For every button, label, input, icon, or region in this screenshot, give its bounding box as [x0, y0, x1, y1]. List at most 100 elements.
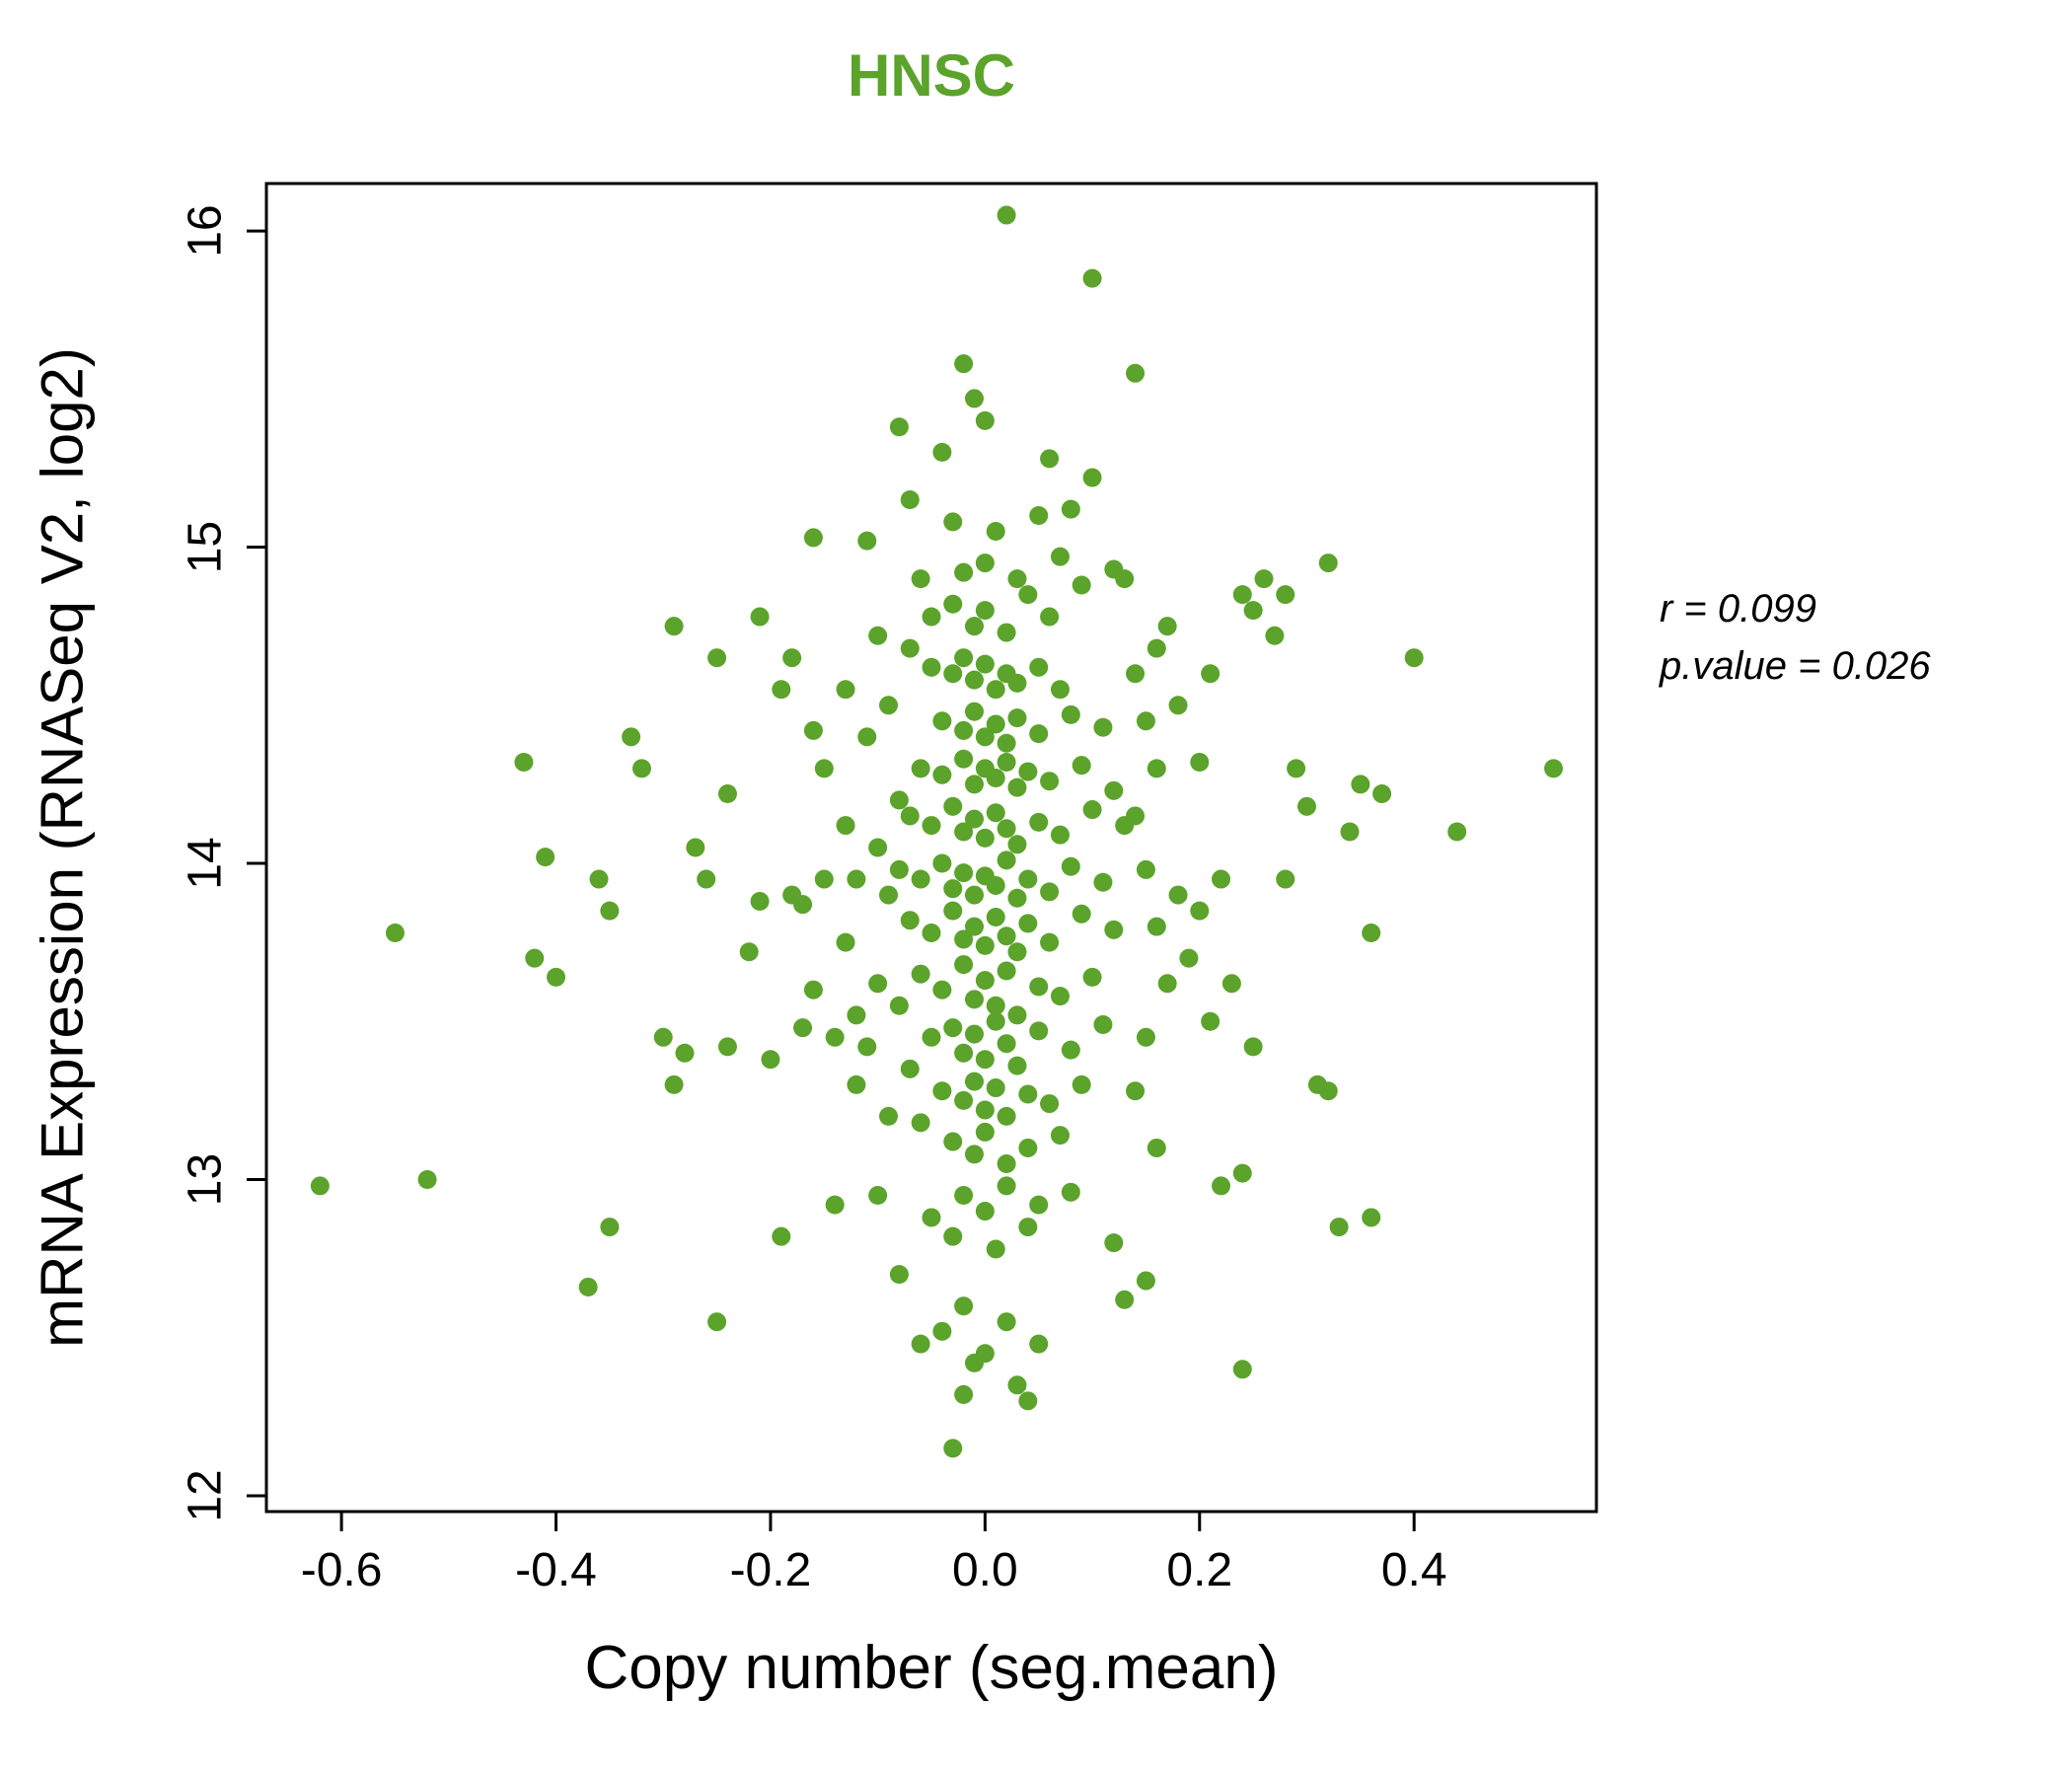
data-point	[1007, 673, 1027, 693]
data-point	[997, 1106, 1016, 1126]
data-point	[1050, 547, 1070, 566]
data-point	[997, 1176, 1016, 1196]
data-point	[1201, 664, 1221, 684]
data-point	[847, 1074, 866, 1094]
data-point	[1168, 885, 1188, 905]
data-point	[1082, 268, 1102, 288]
y-tick-label: 13	[180, 1153, 232, 1206]
data-point	[986, 714, 1005, 734]
data-point	[1040, 772, 1060, 791]
data-point	[879, 1106, 899, 1126]
data-point	[911, 569, 930, 589]
data-point	[943, 1226, 963, 1246]
data-point	[889, 790, 909, 810]
data-point	[943, 879, 963, 899]
data-point	[1232, 1360, 1252, 1379]
y-tick-label: 12	[180, 1469, 232, 1521]
data-point	[889, 1265, 909, 1285]
data-point	[1104, 920, 1124, 939]
x-axis-label: Copy number (seg.mean)	[584, 1634, 1279, 1702]
data-point	[889, 996, 909, 1015]
data-point	[782, 648, 802, 668]
data-point	[1115, 569, 1135, 589]
data-point	[1544, 759, 1564, 778]
data-point	[1082, 468, 1102, 487]
data-point	[997, 752, 1016, 772]
data-point	[836, 680, 855, 700]
data-point	[954, 1090, 974, 1110]
data-point	[975, 1050, 995, 1070]
data-point	[943, 901, 963, 921]
data-point	[1136, 711, 1155, 731]
data-point	[986, 1078, 1005, 1098]
data-point	[1072, 756, 1091, 776]
data-point	[1082, 967, 1102, 987]
data-point	[1340, 822, 1360, 842]
data-point	[954, 749, 974, 769]
data-point	[964, 809, 984, 829]
data-point	[1351, 775, 1370, 794]
data-point	[954, 562, 974, 582]
data-point	[1296, 796, 1316, 816]
data-point	[857, 727, 877, 747]
data-point	[922, 1208, 941, 1227]
p-value-text: p.value = 0.026	[1660, 644, 1931, 688]
data-point	[1050, 680, 1070, 700]
data-point	[1029, 657, 1049, 677]
data-point	[1168, 696, 1188, 715]
data-point	[922, 657, 941, 677]
data-point	[964, 1072, 984, 1091]
data-point	[1136, 1271, 1155, 1291]
data-point	[750, 891, 770, 911]
data-point	[954, 955, 974, 975]
data-point	[975, 1122, 995, 1142]
data-point	[1115, 1290, 1135, 1309]
data-point	[1136, 1027, 1155, 1047]
data-point	[1029, 1021, 1049, 1041]
data-point	[836, 816, 855, 836]
data-point	[932, 442, 952, 462]
data-point	[803, 980, 823, 999]
data-point	[1007, 569, 1027, 589]
data-point	[1029, 724, 1049, 744]
data-point	[1276, 869, 1295, 889]
data-point	[868, 974, 888, 994]
data-point	[975, 935, 995, 955]
data-point	[1050, 825, 1070, 845]
data-point	[964, 670, 984, 690]
data-point	[954, 354, 974, 374]
data-point	[964, 1024, 984, 1044]
data-point	[964, 617, 984, 636]
data-point	[911, 759, 930, 778]
x-tick-label: 0.0	[952, 1544, 1018, 1596]
data-point	[1147, 638, 1166, 658]
data-point	[686, 838, 705, 857]
data-point	[385, 924, 405, 943]
data-point	[954, 863, 974, 883]
data-point	[964, 917, 984, 936]
data-point	[1007, 1056, 1027, 1075]
data-point	[857, 1037, 877, 1057]
data-point	[589, 869, 609, 889]
data-point	[417, 1170, 437, 1189]
data-point	[1221, 974, 1241, 994]
data-point	[954, 1043, 974, 1063]
data-point	[814, 869, 834, 889]
data-point	[986, 1011, 1005, 1031]
data-point	[975, 410, 995, 430]
data-point	[793, 895, 813, 915]
data-point	[717, 1037, 737, 1057]
x-tick-label: 0.2	[1166, 1544, 1232, 1596]
data-point	[1072, 904, 1091, 924]
data-point	[922, 1027, 941, 1047]
data-point	[1404, 648, 1424, 668]
data-point	[1007, 835, 1027, 854]
data-point	[943, 796, 963, 816]
data-point	[836, 932, 855, 952]
data-point	[879, 696, 899, 715]
data-point	[622, 727, 641, 747]
data-point	[1018, 1138, 1038, 1157]
data-point	[1190, 901, 1210, 921]
data-point	[986, 996, 1005, 1015]
